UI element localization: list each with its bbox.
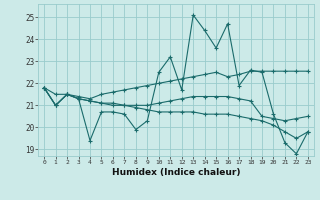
X-axis label: Humidex (Indice chaleur): Humidex (Indice chaleur) [112, 168, 240, 177]
